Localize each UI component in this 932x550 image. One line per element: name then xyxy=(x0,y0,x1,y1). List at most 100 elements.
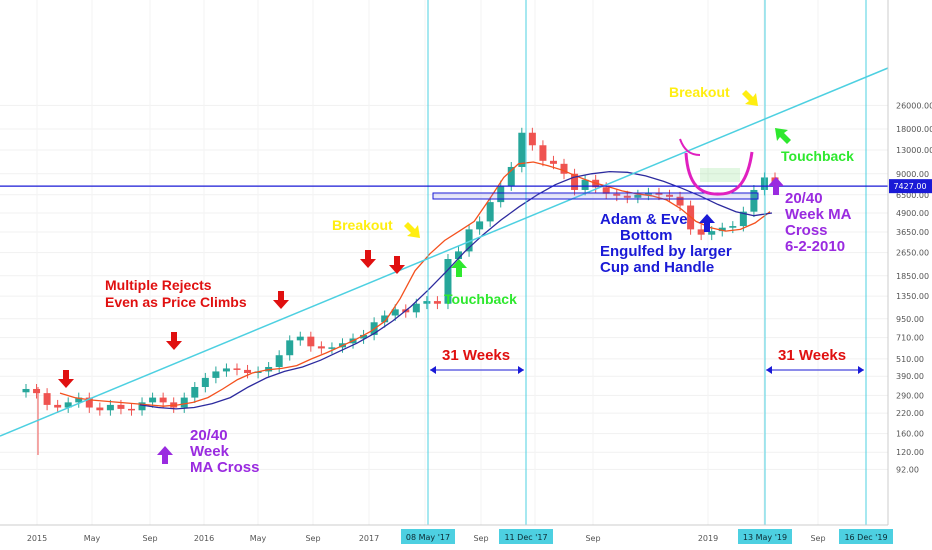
candle-body-10 xyxy=(127,408,135,411)
x-tick-label-3: 2016 xyxy=(194,534,214,543)
candle-body-65 xyxy=(708,231,716,235)
x-tick-label-10: Sep xyxy=(585,534,600,543)
candle-body-34 xyxy=(381,315,389,323)
adam-eve-text-line-2: Engulfed by larger xyxy=(600,243,732,260)
candle-body-52 xyxy=(571,173,579,190)
plot-background xyxy=(0,0,888,525)
date-label-text-1: 11 Dec '17 xyxy=(504,533,547,542)
candle-body-2 xyxy=(43,393,51,405)
breakout-left-text-line-0: Breakout xyxy=(332,217,393,233)
weeks-left-text: 31 Weeks xyxy=(442,347,510,364)
multiple-rejects-text: Multiple Rejects Even as Price Climbs xyxy=(105,277,247,310)
candle-body-68 xyxy=(739,211,747,227)
annotations: Multiple Rejects Even as Price Climbs 20/4… xyxy=(58,84,864,476)
handle-zone xyxy=(700,168,740,182)
candle-body-25 xyxy=(286,340,294,356)
x-tick-label-0: 2015 xyxy=(27,534,47,543)
candle-body-56 xyxy=(613,193,621,196)
y-tick-label-6: 3650.00 xyxy=(896,228,929,237)
ma-cross-left-text-line-2: MA Cross xyxy=(190,459,259,476)
touchback-right-text: Touchback xyxy=(781,148,854,164)
candle-body-64 xyxy=(697,229,705,235)
breakout-right-text: Breakout xyxy=(669,84,730,100)
cup-lip xyxy=(679,138,701,156)
y-tick-label-12: 510.00 xyxy=(896,355,924,364)
ma-cross-right-text-line-2: Cross xyxy=(785,222,828,239)
y-tick-label-1: 18000.00 xyxy=(896,125,932,134)
candle-body-47 xyxy=(518,132,526,167)
candle-body-1 xyxy=(33,388,41,394)
x-tick-label-5: Sep xyxy=(305,534,320,543)
y-tick-label-18: 92.00 xyxy=(896,465,919,474)
candle-body-42 xyxy=(465,229,473,252)
grid xyxy=(0,0,888,525)
cup-outline xyxy=(684,151,754,196)
candle-body-8 xyxy=(106,404,114,411)
moving-averages xyxy=(59,161,773,410)
ma40-line xyxy=(139,170,773,410)
candle-body-55 xyxy=(602,187,610,194)
ma-cross-left-text: 20/40 Week MA Cross xyxy=(190,427,259,476)
y-tick-label-4: 6500.00 xyxy=(896,191,929,200)
candle-body-16 xyxy=(191,386,199,398)
reject-arrow-2 xyxy=(273,291,289,309)
candle-body-17 xyxy=(201,377,209,387)
touchback-left-text-line-0: Touchback xyxy=(444,291,517,307)
breakout-left-arrow xyxy=(404,222,420,238)
candle-body-49 xyxy=(539,145,547,161)
breakout-left-text: Breakout xyxy=(332,217,393,233)
ma-cross-right-text-line-3: 6-2-2010 xyxy=(785,238,845,255)
x-tick-label-11: 2019 xyxy=(698,534,718,543)
candle-body-53 xyxy=(581,179,589,190)
ma-cross-right-text-line-1: Week MA xyxy=(785,206,852,223)
reject-arrow-1 xyxy=(166,332,182,350)
adam-eve-text: Adam & Eve Bottom Engulfed by larger Cup an… xyxy=(600,211,732,276)
touchback-left-arrow xyxy=(451,259,467,277)
trendline xyxy=(0,67,889,437)
candle-body-26 xyxy=(296,336,304,341)
candle-body-51 xyxy=(560,163,568,174)
reject-arrow-3 xyxy=(360,250,376,268)
adam-eve-arrow xyxy=(699,214,715,232)
ma-cross-right-text: 20/40 Week MA Cross 6-2-2010 xyxy=(785,190,852,255)
ma-cross-left-text-line-0: 20/40 xyxy=(190,427,228,444)
candle-body-41 xyxy=(455,251,463,260)
multiple-rejects-text-line-0: Multiple Rejects xyxy=(105,277,212,293)
ma-cross-left-arrow xyxy=(157,446,173,464)
price-label-text: 7427.00 xyxy=(893,182,926,191)
candle-body-9 xyxy=(117,404,125,409)
candle-body-35 xyxy=(391,309,399,316)
y-tick-label-2: 13000.00 xyxy=(896,146,932,155)
candle-body-24 xyxy=(275,355,283,367)
price-label: 7427.00 xyxy=(889,179,932,194)
price-label-bg xyxy=(889,179,932,194)
x-tick-label-8: Sep xyxy=(473,534,488,543)
y-tick-label-14: 290.00 xyxy=(896,391,924,400)
candle-body-0 xyxy=(22,388,30,393)
candle-body-18 xyxy=(212,371,220,378)
date-label-0: 08 May '17 xyxy=(401,529,455,544)
x-tick-label-13: Sep xyxy=(810,534,825,543)
support-zone xyxy=(432,192,759,200)
touchback-right-arrow xyxy=(775,128,791,144)
y-tick-label-3: 9000.00 xyxy=(896,170,929,179)
x-axis: 2015MaySep2016MaySep2017MaySepMaySep2019… xyxy=(0,524,893,544)
candle-body-57 xyxy=(623,195,631,198)
candle-body-46 xyxy=(507,166,515,186)
candle-body-12 xyxy=(149,397,157,403)
candle-body-20 xyxy=(233,368,241,370)
date-label-2: 13 May '19 xyxy=(738,529,792,544)
candle-body-61 xyxy=(666,194,674,197)
candle-body-3 xyxy=(54,404,62,408)
candle-body-38 xyxy=(423,301,431,304)
date-label-bg-3 xyxy=(839,529,893,544)
overlay-lines xyxy=(0,0,889,525)
adam-eve-text-line-3: Cup and Handle xyxy=(600,259,714,276)
adam-eve-text-line-0: Adam & Eve xyxy=(600,211,688,228)
weeks-right-text-line-0: 31 Weeks xyxy=(778,347,846,364)
date-label-text-3: 16 Dec '19 xyxy=(844,533,887,542)
multiple-rejects-text-line-1: Even as Price Climbs xyxy=(105,294,247,310)
ma-cross-right-text-line-0: 20/40 xyxy=(785,190,823,207)
candle-body-69 xyxy=(750,189,758,212)
